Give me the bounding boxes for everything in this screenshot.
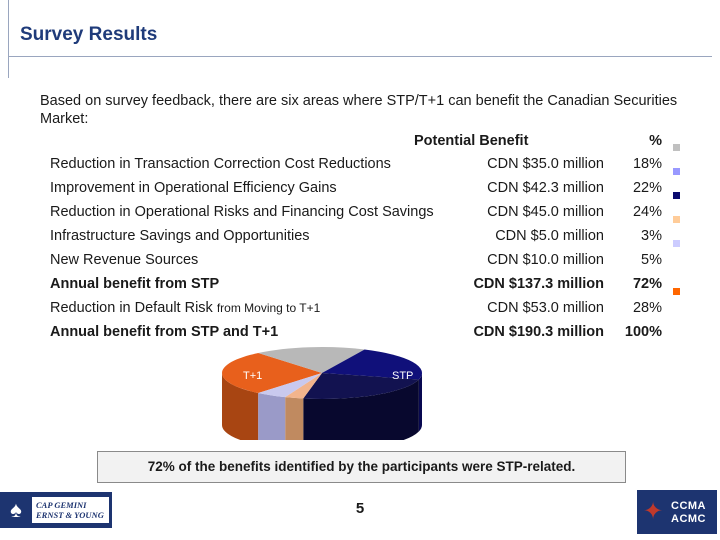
pie-side — [258, 393, 286, 440]
pie-side — [303, 379, 419, 440]
page-number: 5 — [355, 500, 365, 517]
slide-title: Survey Results — [20, 24, 158, 45]
pie-side — [285, 397, 304, 440]
benefit-row: Improvement in Operational Efficiency Ga… — [0, 180, 720, 200]
pie-slice — [258, 347, 365, 373]
header-vertical-rule — [8, 0, 9, 78]
intro-text: Based on survey feedback, there are six … — [40, 93, 678, 127]
row-label: Annual benefit from STP — [50, 276, 220, 292]
benefit-row: Reduction in Operational Risks and Finan… — [0, 204, 720, 224]
legend-swatch — [673, 192, 680, 199]
pie-side — [222, 373, 259, 440]
stp-total-row: Annual benefit from STP CDN $137.3 milli… — [0, 276, 720, 296]
legend-swatch — [673, 240, 680, 247]
pie-slice — [285, 373, 322, 399]
row-amount: CDN $45.0 million — [487, 204, 604, 220]
row-percent: 3% — [641, 228, 662, 244]
row-label: Reduction in Transaction Correction Cost… — [50, 156, 391, 172]
row-amount: CDN $53.0 million — [487, 300, 604, 316]
row-percent: 28% — [632, 300, 662, 316]
row-percent: 18% — [632, 156, 662, 172]
row-amount: CDN $10.0 million — [487, 252, 604, 268]
benefit-pie-chart: T+1 STP — [221, 347, 422, 440]
row-label: Improvement in Operational Efficiency Ga… — [50, 180, 337, 196]
row-label: Annual benefit from STP and T+1 — [50, 324, 279, 340]
logo-text-line2: ACMC — [671, 513, 706, 525]
legend-swatch — [673, 288, 680, 295]
ccma-logo: ✦ CCMA ACMC — [637, 490, 717, 534]
legend-swatch — [673, 216, 680, 223]
header-swatch — [673, 144, 680, 151]
grand-total-row: Annual benefit from STP and T+1 CDN $190… — [0, 324, 720, 344]
row-amount: CDN $190.3 million — [473, 324, 604, 340]
row-amount: CDN $35.0 million — [487, 156, 604, 172]
pie-label-t1: T+1 — [243, 370, 262, 382]
row-label: New Revenue Sources — [50, 252, 199, 268]
pie-slice — [303, 373, 419, 399]
row-amount: CDN $137.3 million — [473, 276, 604, 292]
logo-text-line2: ERNST & YOUNG — [36, 510, 104, 520]
logo-text-line1: CAP GEMINI — [36, 500, 87, 510]
cap-gemini-logo: ♠ CAP GEMINI ERNST & YOUNG — [0, 492, 112, 528]
row-amount: CDN $5.0 million — [495, 228, 604, 244]
maple-leaf-icon: ✦ — [643, 498, 664, 525]
pie-slice — [258, 373, 322, 398]
default-risk-row: Reduction in Default Risk from Moving to… — [0, 300, 720, 320]
header-percent: % — [649, 133, 662, 149]
benefit-row: New Revenue Sources CDN $10.0 million 5% — [0, 252, 720, 272]
spade-icon: ♠ — [10, 497, 22, 522]
pie-slice — [221, 352, 322, 394]
row-label: Reduction in Operational Risks and Finan… — [50, 204, 434, 220]
row-percent: 72% — [632, 276, 662, 292]
legend-swatch — [673, 168, 680, 175]
pie-label-stp: STP — [392, 370, 413, 382]
row-label: Reduction in Default Risk from Moving to… — [50, 300, 321, 316]
logo-text-line1: CCMA — [671, 500, 706, 512]
summary-caption: 72% of the benefits identified by the pa… — [97, 451, 626, 483]
row-label: Infrastructure Savings and Opportunities — [50, 228, 310, 244]
logo-text-box — [32, 497, 109, 523]
benefit-row: Infrastructure Savings and Opportunities… — [0, 228, 720, 248]
row-percent: 5% — [641, 252, 662, 268]
row-percent: 100% — [624, 324, 662, 340]
pie-slice — [322, 349, 422, 380]
header-horizontal-rule — [8, 56, 712, 57]
pie-side — [418, 373, 422, 432]
benefit-row: Reduction in Transaction Correction Cost… — [0, 156, 720, 176]
row-percent: 24% — [632, 204, 662, 220]
row-amount: CDN $42.3 million — [487, 180, 604, 196]
header-potential-benefit: Potential Benefit — [414, 133, 529, 149]
row-percent: 22% — [632, 180, 662, 196]
